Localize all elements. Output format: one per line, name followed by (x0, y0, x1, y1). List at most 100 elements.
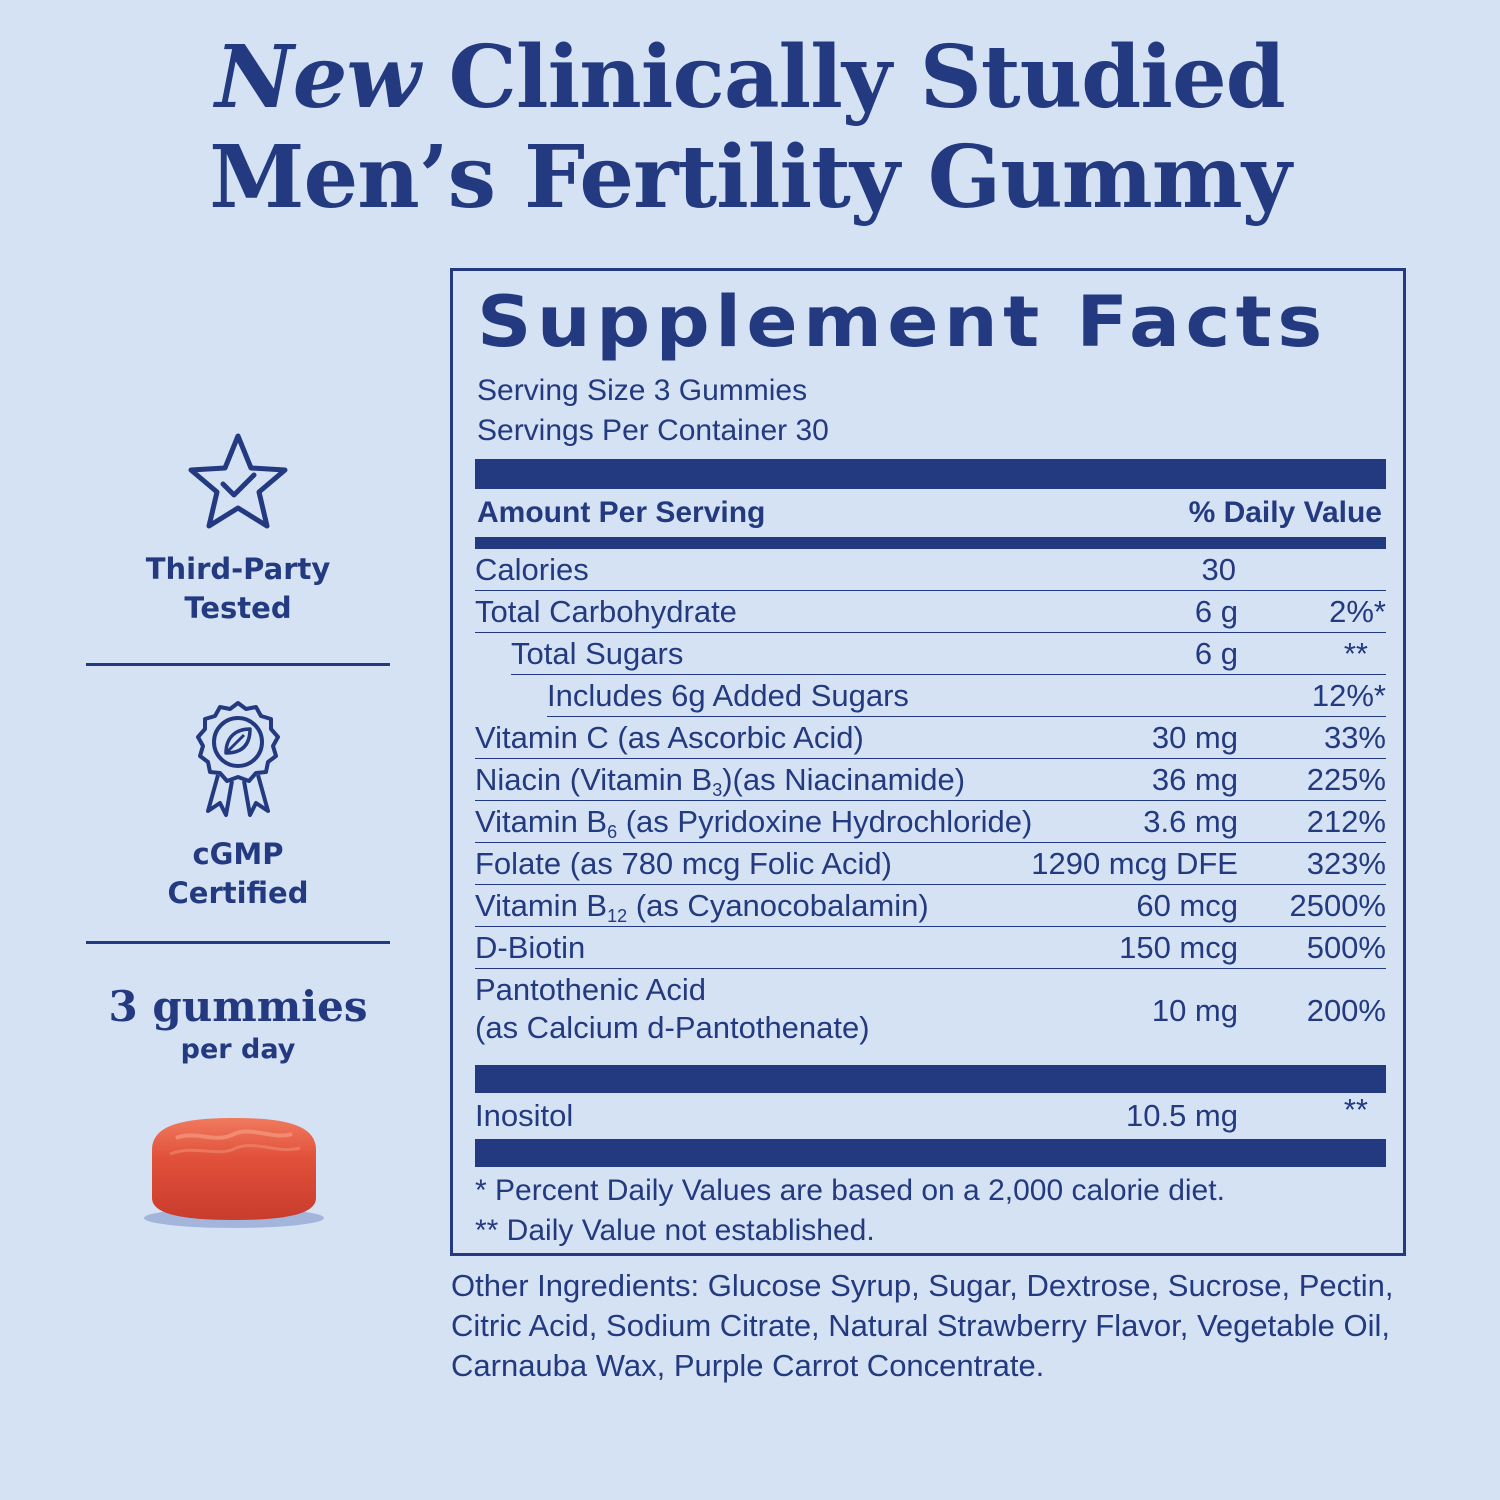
cgmp-certified-badge: cGMP Certified (86, 697, 390, 913)
thick-rule (475, 1065, 1386, 1093)
nutrient-daily-value: 2500% (1289, 888, 1386, 923)
supplement-facts-title: Supplement Facts (477, 281, 1328, 363)
nutrient-daily-value: 323% (1306, 846, 1386, 881)
nutrient-amount: 1290 mcg DFE (1031, 846, 1238, 881)
servings-per-container: Servings Per Container 30 (477, 414, 829, 447)
headline-new-word: New (215, 27, 420, 128)
nutrient-row: D-Biotin 150 mcg 500% (475, 927, 1386, 969)
nutrient-row: Inositol 10.5 mg ** (475, 1093, 1386, 1137)
nutrient-row: Total Sugars 6 g ** (475, 633, 1386, 675)
nutrient-name: Includes 6g Added Sugars (547, 678, 909, 713)
supplement-facts-panel: Supplement Facts Serving Size 3 Gummies … (450, 268, 1406, 1256)
thick-rule (475, 1139, 1386, 1167)
row-rule (475, 590, 1386, 591)
nutrient-daily-value: 33% (1323, 720, 1386, 755)
row-rule (547, 716, 1386, 717)
footnote-daily-values: * Percent Daily Values are based on a 2,… (475, 1174, 1225, 1207)
nutrient-name-part: Niacin (Vitamin B (475, 762, 713, 797)
nutrient-amount: 30 mg (1151, 720, 1238, 755)
footnote-not-established: ** Daily Value not established. (475, 1214, 875, 1247)
nutrient-name: Total Sugars (511, 636, 684, 671)
badge-divider (86, 663, 390, 666)
nutrient-name: Total Carbohydrate (475, 594, 737, 629)
nutrient-rows: Calories 30 Total Carbohydrate 6 g 2%* T… (475, 549, 1386, 1053)
headline: New Clinically Studied Men’s Fertility G… (0, 28, 1500, 228)
nutrient-name-part: (as Pyridoxine Hydrochloride) (617, 804, 1033, 839)
nutrient-name: Inositol (475, 1098, 574, 1133)
row-rule (475, 800, 1386, 801)
tested-label-line-2: Tested (184, 591, 292, 625)
headline-line-1-rest: Clinically Studied (448, 27, 1285, 128)
row-rule (511, 674, 1386, 675)
row-rule (475, 968, 1386, 969)
nutrient-daily-value: 12%* (1311, 678, 1386, 713)
nutrient-daily-value: 2%* (1329, 594, 1386, 629)
other-nutrient-rows: Inositol 10.5 mg ** (475, 1093, 1386, 1137)
dose-badge: 3 gummies per day (86, 982, 390, 1068)
nutrient-name: Vitamin B12 (as Cyanocobalamin) (475, 885, 929, 927)
row-rule (475, 758, 1386, 759)
nutrient-daily-value: 500% (1306, 930, 1386, 965)
nutrient-daily-value: 225% (1306, 762, 1386, 797)
nutrient-row: Folate (as 780 mcg Folic Acid) 1290 mcg … (475, 843, 1386, 885)
certified-label-line-2: Certified (167, 876, 309, 910)
nutrient-row: Pantothenic Acid (as Calcium d-Pantothena… (475, 969, 1386, 1053)
nutrient-daily-value: ** (1343, 1092, 1368, 1127)
row-rule (475, 926, 1386, 927)
third-party-tested-badge: Third-Party Tested (86, 430, 390, 628)
nutrient-name-part: Vitamin B (475, 888, 608, 923)
tested-label-line-1: Third-Party (145, 552, 331, 586)
nutrient-name: Folate (as 780 mcg Folic Acid) (475, 846, 892, 881)
nutrient-name: Calories (475, 552, 589, 587)
daily-value-header: % Daily Value (1188, 496, 1382, 529)
nutrient-amount: 3.6 mg (1143, 804, 1238, 839)
star-check-icon (188, 433, 288, 529)
nutrient-amount: 30 (1201, 552, 1236, 587)
nutrient-daily-value: 200% (1306, 993, 1386, 1028)
nutrient-amount: 150 mcg (1119, 930, 1238, 965)
nutrient-row: Niacin (Vitamin B3)(as Niacinamide) 36 m… (475, 759, 1386, 801)
nutrient-row: Total Carbohydrate 6 g 2%* (475, 591, 1386, 633)
nutrient-name-subscript: 12 (607, 906, 628, 926)
gummy-image (144, 1118, 324, 1228)
row-rule (475, 842, 1386, 843)
nutrient-daily-value: ** (1343, 636, 1368, 671)
headline-line-1: New Clinically Studied (0, 28, 1500, 128)
nutrient-row: Calories 30 (475, 549, 1386, 591)
nutrient-name-subscript: 3 (712, 780, 723, 800)
row-rule (475, 632, 1386, 633)
amount-per-serving-header: Amount Per Serving (477, 496, 766, 529)
nutrient-daily-value: 212% (1306, 804, 1386, 839)
nutrient-amount: 6 g (1194, 594, 1238, 629)
badge-divider (86, 941, 390, 944)
nutrient-name-line-1: Pantothenic Acid (475, 972, 706, 1007)
nutrient-name: Niacin (Vitamin B3)(as Niacinamide) (475, 759, 965, 801)
nutrient-row: Vitamin C (as Ascorbic Acid) 30 mg 33% (475, 717, 1386, 759)
nutrient-name-subscript: 6 (607, 822, 618, 842)
nutrient-row: Includes 6g Added Sugars 12%* (475, 675, 1386, 717)
other-ingredients: Other Ingredients: Glucose Syrup, Sugar,… (451, 1268, 1394, 1383)
nutrient-name: D-Biotin (475, 930, 586, 965)
medium-rule (475, 537, 1386, 549)
row-rule (475, 884, 1386, 885)
nutrient-name: Vitamin C (as Ascorbic Acid) (475, 720, 864, 755)
nutrient-name-part: (as Cyanocobalamin) (627, 888, 929, 923)
nutrient-amount: 10 mg (1151, 993, 1238, 1028)
nutrient-name: Pantothenic Acid (as Calcium d-Pantothena… (475, 971, 870, 1047)
nutrient-amount: 10.5 mg (1125, 1098, 1238, 1133)
nutrient-name-part: )(as Niacinamide) (722, 762, 966, 797)
award-ribbon-icon (196, 701, 280, 817)
thick-rule (475, 459, 1386, 489)
nutrient-amount: 36 mg (1151, 762, 1238, 797)
nutrient-row: Vitamin B6 (as Pyridoxine Hydrochloride)… (475, 801, 1386, 843)
nutrient-name-line-2: (as Calcium d-Pantothenate) (475, 1010, 870, 1045)
nutrient-amount: 6 g (1194, 636, 1238, 671)
serving-size: Serving Size 3 Gummies (477, 374, 808, 407)
nutrient-name-part: Vitamin B (475, 804, 608, 839)
certified-label-line-1: cGMP (192, 837, 284, 871)
dose-amount: 3 gummies (108, 982, 368, 1031)
nutrient-name: Vitamin B6 (as Pyridoxine Hydrochloride) (475, 801, 1032, 843)
nutrient-row: Vitamin B12 (as Cyanocobalamin) 60 mcg 2… (475, 885, 1386, 927)
nutrient-amount: 60 mcg (1136, 888, 1238, 923)
headline-line-2: Men’s Fertility Gummy (209, 127, 1291, 228)
